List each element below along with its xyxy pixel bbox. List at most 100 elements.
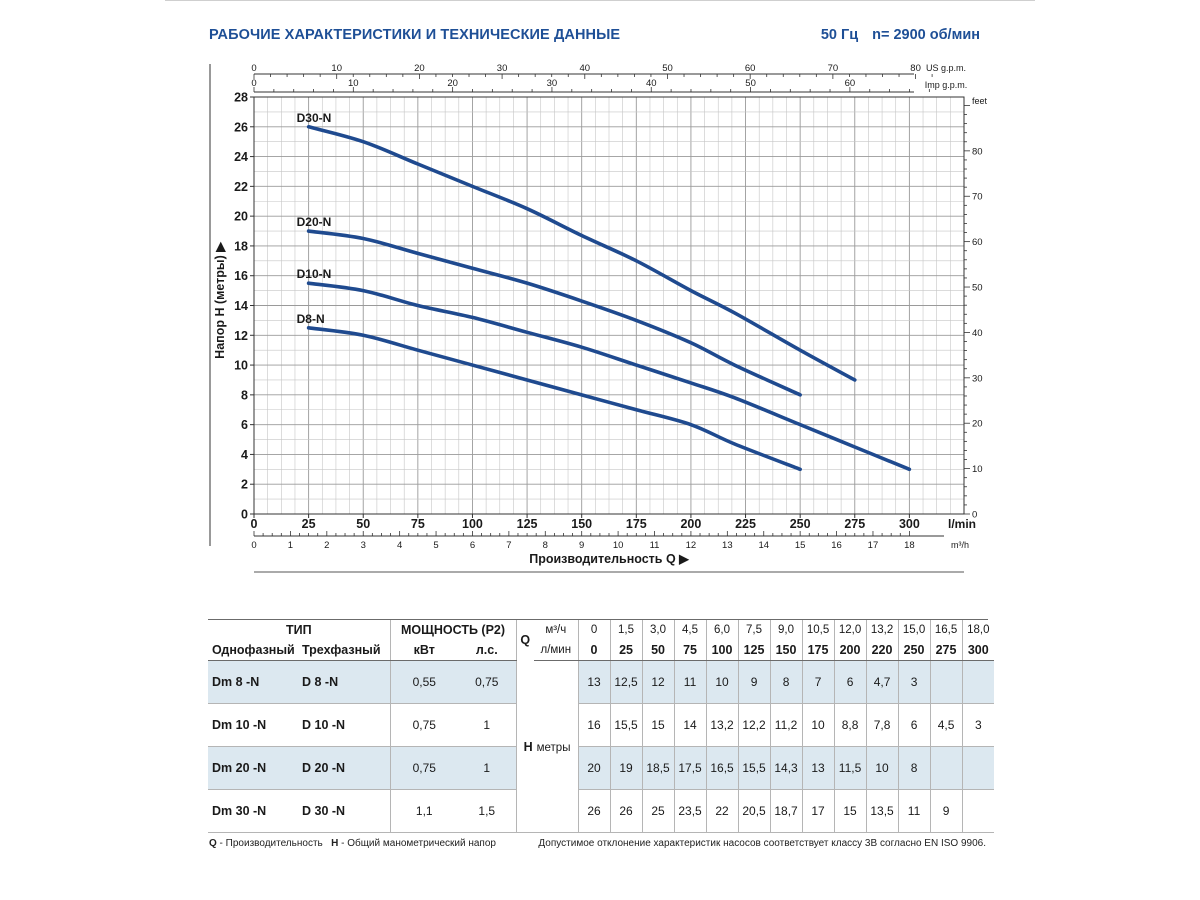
y-tick-label: 2	[241, 478, 248, 492]
q-unit-m3h: м³/ч	[534, 620, 579, 640]
q-lmin-value: 150	[770, 640, 803, 661]
q-lmin-value: 100	[706, 640, 739, 661]
y-tick-label: 26	[234, 120, 248, 134]
y-tick-label: 12	[234, 329, 248, 343]
y-tick-label: 22	[234, 180, 248, 194]
imp-gpm-tick-label: 40	[646, 78, 657, 89]
x-unit-label: l/min	[948, 517, 976, 531]
x-tick-label: 175	[626, 517, 647, 531]
head-value: 13,2	[706, 703, 739, 747]
us-gpm-tick-label: 80	[910, 63, 921, 74]
m3h-tick-label: 15	[795, 540, 806, 551]
x-tick-label: 300	[899, 517, 920, 531]
x-tick-label: 150	[571, 517, 592, 531]
feet-tick-label: 60	[972, 237, 983, 248]
footnote-h-text: - Общий манометрический напор	[338, 838, 496, 849]
us-gpm-tick-label: 70	[828, 63, 839, 74]
head-value: 18,5	[642, 746, 675, 790]
head-value: 11,2	[770, 703, 803, 747]
head-value: 23,5	[674, 789, 707, 833]
us-gpm-tick-label: 10	[331, 63, 342, 74]
head-value: 13	[578, 660, 611, 704]
m3h-tick-label: 0	[251, 540, 256, 551]
x-tick-label: 275	[844, 517, 865, 531]
us-gpm-tick-label: 0	[251, 63, 256, 74]
m3h-tick-label: 4	[397, 540, 402, 551]
y-tick-label: 14	[234, 299, 248, 313]
performance-table: ТИП МОЩНОСТЬ (P2) Q м³/ч 0 1,5 3,0 4,5 6,0 7,…	[208, 620, 995, 833]
three-phase-model: D 8 -N	[298, 660, 391, 704]
table-top-rule	[208, 619, 988, 620]
curve-label-d30-n: D30-N	[297, 111, 332, 125]
head-value: 16,5	[706, 746, 739, 790]
m3h-tick-label: 13	[722, 540, 733, 551]
head-value: 13	[802, 746, 835, 790]
q-m3h-value: 10,5	[802, 620, 835, 640]
page-title: РАБОЧИЕ ХАРАКТЕРИСТИКИ И ТЕХНИЧЕСКИЕ ДАН…	[209, 27, 621, 43]
footnote-q-key: Q	[209, 838, 217, 849]
type-header: ТИП	[208, 620, 391, 640]
head-value: 3	[962, 703, 995, 747]
imp-gpm-tick-label: 0	[251, 78, 256, 89]
head-value: 15	[834, 789, 867, 833]
head-value: 15,5	[610, 703, 643, 747]
q-m3h-value: 13,2	[866, 620, 899, 640]
m3h-tick-label: 17	[868, 540, 879, 551]
head-value	[962, 746, 995, 790]
curve-label-d10-n: D10-N	[297, 267, 332, 281]
q-m3h-value: 7,5	[738, 620, 771, 640]
y-tick-label: 16	[234, 269, 248, 283]
chart-axes	[209, 64, 970, 573]
m3h-tick-label: 14	[758, 540, 769, 551]
q-m3h-value: 18,0	[967, 624, 990, 636]
table-row: Dm 30 -N D 30 -N 1,1 1,5 26 26 25 23,5 22 20,5 18,…	[208, 789, 995, 833]
head-value: 12,2	[738, 703, 771, 747]
x-tick-label: 50	[356, 517, 370, 531]
power-header: МОЩНОСТЬ (P2)	[390, 620, 517, 640]
q-lmin-value: 25	[610, 640, 643, 661]
head-value: 17,5	[674, 746, 707, 790]
head-value: 11	[898, 789, 931, 833]
head-value: 4,5	[930, 703, 963, 747]
feet-tick-label: 50	[972, 283, 983, 294]
head-value: 10	[802, 703, 835, 747]
q-m3h-value: 6,0	[706, 620, 739, 640]
head-value: 12,5	[610, 660, 643, 704]
m3h-tick-label: 2	[324, 540, 329, 551]
x-tick-label: 0	[251, 517, 258, 531]
three-phase-model: D 10 -N	[298, 703, 391, 747]
three-phase-model: D 30 -N	[298, 789, 391, 833]
y-tick-label: 10	[234, 359, 248, 373]
q-label: Q	[520, 633, 531, 648]
us-gpm-tick-label: 40	[579, 63, 590, 74]
footnote-h-key: H	[331, 838, 339, 849]
head-value: 11	[674, 660, 707, 704]
head-value: 7,8	[866, 703, 899, 747]
three-phase-header: Трехфазный	[298, 640, 391, 661]
head-value: 9	[930, 789, 963, 833]
head-value: 14	[674, 703, 707, 747]
y-axis-title: Напор H (метры) ▶	[213, 241, 227, 359]
y-tick-label: 28	[234, 91, 248, 105]
imp-gpm-tick-label: 10	[348, 78, 359, 89]
head-value: 26	[578, 789, 611, 833]
imp-gpm-unit-label: Imp g.p.m.	[925, 80, 968, 90]
m3h-tick-label: 10	[613, 540, 624, 551]
head-value: 8,8	[834, 703, 867, 747]
head-value: 6	[898, 703, 931, 747]
m3h-tick-label: 1	[288, 540, 293, 551]
head-value: 25	[642, 789, 675, 833]
head-value: 10	[866, 746, 899, 790]
head-value: 8	[898, 746, 931, 790]
imp-gpm-tick-label: 20	[447, 78, 458, 89]
q-lmin-value: 75	[674, 640, 707, 661]
footnote-q-text: - Производительность	[216, 838, 323, 849]
head-value: 15	[642, 703, 675, 747]
head-value: 4,7	[866, 660, 899, 704]
y-tick-label: 4	[241, 448, 248, 462]
us-gpm-tick-label: 30	[497, 63, 508, 74]
single-phase-model: Dm 8 -N	[208, 660, 298, 704]
q-m3h-value: 4,5	[674, 620, 707, 640]
